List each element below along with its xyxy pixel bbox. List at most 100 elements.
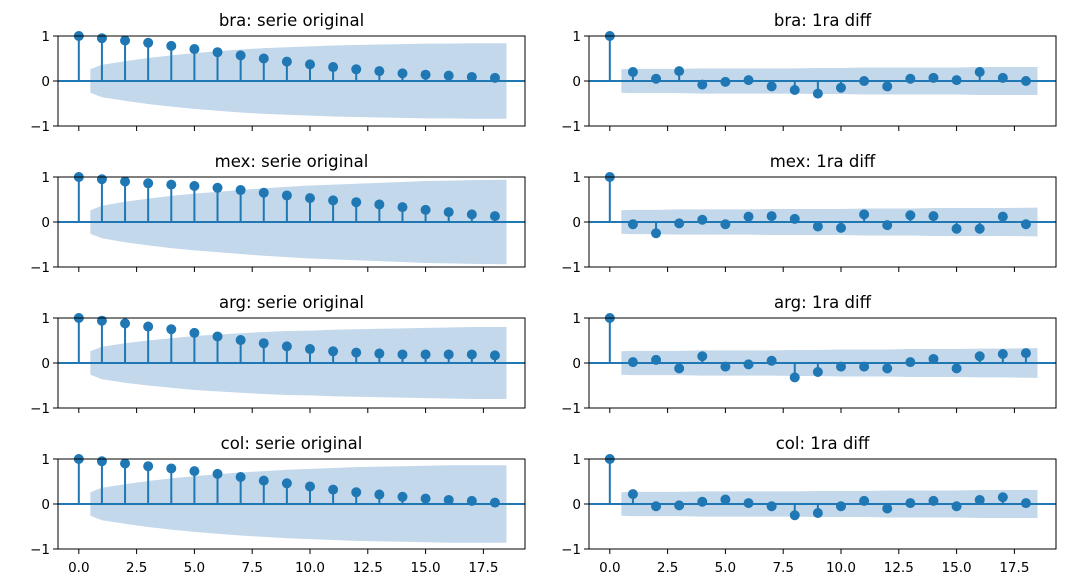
acf-point <box>812 221 823 232</box>
acf-point <box>720 361 731 372</box>
acf-point <box>974 494 985 505</box>
acf-point <box>766 355 777 366</box>
acf-point <box>905 210 916 221</box>
acf-point <box>351 64 362 75</box>
x-tick-label: 10.0 <box>295 560 325 576</box>
acf-point <box>120 318 131 329</box>
y-tick-label: 0 <box>41 215 50 231</box>
y-tick-label: −1 <box>561 401 581 417</box>
panel-title: arg: 1ra diff <box>774 293 872 312</box>
acf-point <box>258 475 269 486</box>
acf-point <box>697 79 708 90</box>
acf-point <box>374 489 385 500</box>
acf-point <box>697 214 708 225</box>
x-tick-label: 2.5 <box>126 560 147 576</box>
acf-point <box>120 176 131 187</box>
acf-point <box>96 174 107 185</box>
acf-point <box>835 501 846 512</box>
y-tick-label: −1 <box>561 542 581 558</box>
acf-point <box>859 495 870 506</box>
acf-point <box>743 498 754 509</box>
acf-point <box>96 315 107 326</box>
acf-point <box>743 211 754 222</box>
y-tick-label: 0 <box>41 497 50 513</box>
acf-point <box>166 40 177 51</box>
acf-point <box>743 359 754 370</box>
acf-point <box>166 463 177 474</box>
y-tick-label: −1 <box>30 260 50 276</box>
acf-point <box>466 349 477 360</box>
panel-title: mex: 1ra diff <box>770 152 876 171</box>
acf-point <box>1020 219 1031 230</box>
acf-point <box>212 182 223 193</box>
x-tick-label: 7.5 <box>772 560 793 576</box>
y-tick-label: −1 <box>561 260 581 276</box>
acf-point <box>951 75 962 86</box>
acf-point <box>397 68 408 79</box>
acf-point <box>674 218 685 229</box>
acf-point <box>835 361 846 372</box>
acf-point <box>674 500 685 511</box>
acf-point <box>420 204 431 215</box>
acf-point <box>651 73 662 84</box>
acf-panel-1: −1 0 1 bra: 1ra diff <box>561 11 1057 135</box>
acf-point <box>235 472 246 482</box>
acf-point <box>96 456 107 467</box>
acf-point <box>397 349 408 360</box>
acf-point <box>189 181 200 191</box>
y-tick-label: 0 <box>572 497 581 513</box>
acf-point <box>374 66 385 77</box>
acf-point <box>720 219 731 230</box>
acf-point <box>789 213 800 224</box>
acf-point <box>466 495 477 506</box>
acf-point <box>627 67 638 77</box>
y-tick-label: 1 <box>41 452 50 468</box>
acf-point <box>374 199 385 210</box>
acf-point <box>328 484 339 495</box>
acf-point <box>443 207 454 218</box>
acf-point <box>96 33 107 44</box>
acf-point <box>997 492 1008 503</box>
acf-point <box>859 76 870 86</box>
acf-point <box>859 361 870 372</box>
x-tick-label: 7.5 <box>241 560 262 576</box>
acf-point <box>189 466 200 477</box>
acf-point <box>789 85 800 95</box>
acf-point <box>1020 348 1031 359</box>
acf-point <box>1020 498 1031 509</box>
acf-point <box>166 324 177 335</box>
x-tick-label: 12.5 <box>353 560 383 576</box>
y-tick-label: −1 <box>561 119 581 135</box>
acf-point <box>420 69 431 80</box>
acf-point <box>235 335 246 346</box>
acf-point <box>720 494 731 505</box>
x-tick-label: 5.0 <box>184 560 205 576</box>
acf-point <box>812 88 823 99</box>
acf-point <box>928 353 939 364</box>
x-tick-label: 17.5 <box>999 560 1029 576</box>
y-tick-label: 1 <box>41 29 50 45</box>
acf-point <box>835 82 846 93</box>
acf-point <box>189 327 200 338</box>
acf-point <box>812 508 823 518</box>
x-tick-label: 5.0 <box>715 560 736 576</box>
acf-point <box>281 478 292 489</box>
acf-point <box>304 344 315 355</box>
acf-point <box>905 498 916 509</box>
acf-point <box>304 481 315 492</box>
acf-point <box>697 496 708 507</box>
acf-point <box>143 178 154 189</box>
acf-point <box>235 50 246 61</box>
acf-point <box>905 357 916 368</box>
x-tick-label: 12.5 <box>884 560 914 576</box>
acf-point <box>997 211 1008 222</box>
acf-point <box>281 56 292 67</box>
acf-point <box>258 53 269 64</box>
acf-point <box>281 190 292 201</box>
acf-point <box>143 321 154 332</box>
x-tick-label: 10.0 <box>826 560 856 576</box>
acf-point <box>489 497 500 508</box>
acf-point <box>651 228 662 239</box>
acf-point <box>397 491 408 502</box>
